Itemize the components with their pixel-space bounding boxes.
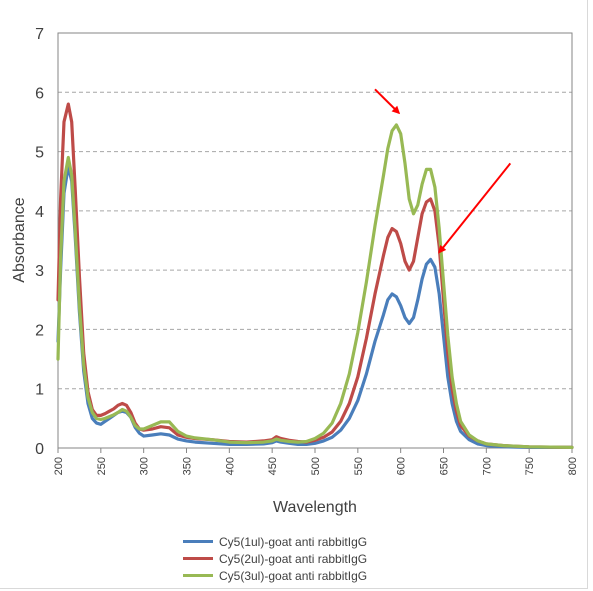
y-tick-label: 4 bbox=[35, 204, 44, 221]
legend-label: Cy5(2ul)-goat anti rabbitIgG bbox=[219, 551, 368, 566]
legend: Cy5(1ul)-goat anti rabbitIgG Cy5(2ul)-go… bbox=[183, 533, 367, 584]
y-tick-label: 7 bbox=[35, 26, 44, 43]
x-tick-label: 550 bbox=[353, 457, 365, 475]
series-lines bbox=[56, 102, 574, 449]
y-tick-label: 6 bbox=[35, 85, 44, 102]
x-tick-label: 250 bbox=[96, 457, 108, 475]
legend-label: Cy5(3ul)-goat anti rabbitIgG bbox=[219, 568, 368, 583]
annotation-arrow bbox=[438, 162, 512, 254]
x-tick-label: 700 bbox=[481, 457, 493, 475]
legend-swatch bbox=[183, 574, 213, 577]
plot-area bbox=[57, 32, 573, 449]
x-tick-label: 300 bbox=[139, 457, 151, 475]
annotation-arrow bbox=[374, 88, 401, 115]
x-tick-label: 750 bbox=[524, 457, 536, 475]
legend-swatch bbox=[183, 557, 213, 560]
y-tick-label: 3 bbox=[35, 263, 44, 280]
x-tick-label: 500 bbox=[310, 457, 322, 475]
legend-label: Cy5(1ul)-goat anti rabbitIgG bbox=[219, 534, 368, 549]
y-axis-title: Absorbance bbox=[11, 197, 28, 282]
legend-item: Cy5(3ul)-goat anti rabbitIgG bbox=[183, 567, 367, 584]
x-tick-label: 400 bbox=[224, 457, 236, 475]
y-tick-label: 1 bbox=[35, 382, 44, 399]
grid-lines bbox=[58, 32, 572, 390]
legend-swatch bbox=[183, 540, 213, 543]
x-tick-label: 350 bbox=[182, 457, 194, 475]
x-tick-label: 800 bbox=[567, 457, 579, 475]
y-tick-label: 2 bbox=[35, 322, 44, 339]
legend-item: Cy5(1ul)-goat anti rabbitIgG bbox=[183, 533, 367, 550]
legend-item: Cy5(2ul)-goat anti rabbitIgG bbox=[183, 550, 367, 567]
x-axis-title: Wavelength bbox=[273, 499, 357, 516]
y-tick-label: 0 bbox=[35, 441, 44, 458]
series-line bbox=[56, 164, 574, 449]
absorbance-chart: 0 1 2 3 4 5 6 7 200 250 300 350 400 450 500 550 600 650 70… bbox=[11, 26, 579, 516]
x-tick-label: 650 bbox=[439, 457, 451, 475]
annotations bbox=[374, 88, 512, 254]
series-line bbox=[56, 102, 574, 449]
x-tick-label: 600 bbox=[396, 457, 408, 475]
x-tick-label: 200 bbox=[53, 457, 65, 475]
y-tick-label: 5 bbox=[35, 145, 44, 162]
series-line bbox=[56, 123, 574, 449]
axes: 0 1 2 3 4 5 6 7 200 250 300 350 400 450 500 550 600 650 70… bbox=[35, 26, 579, 475]
x-tick-label: 450 bbox=[267, 457, 279, 475]
